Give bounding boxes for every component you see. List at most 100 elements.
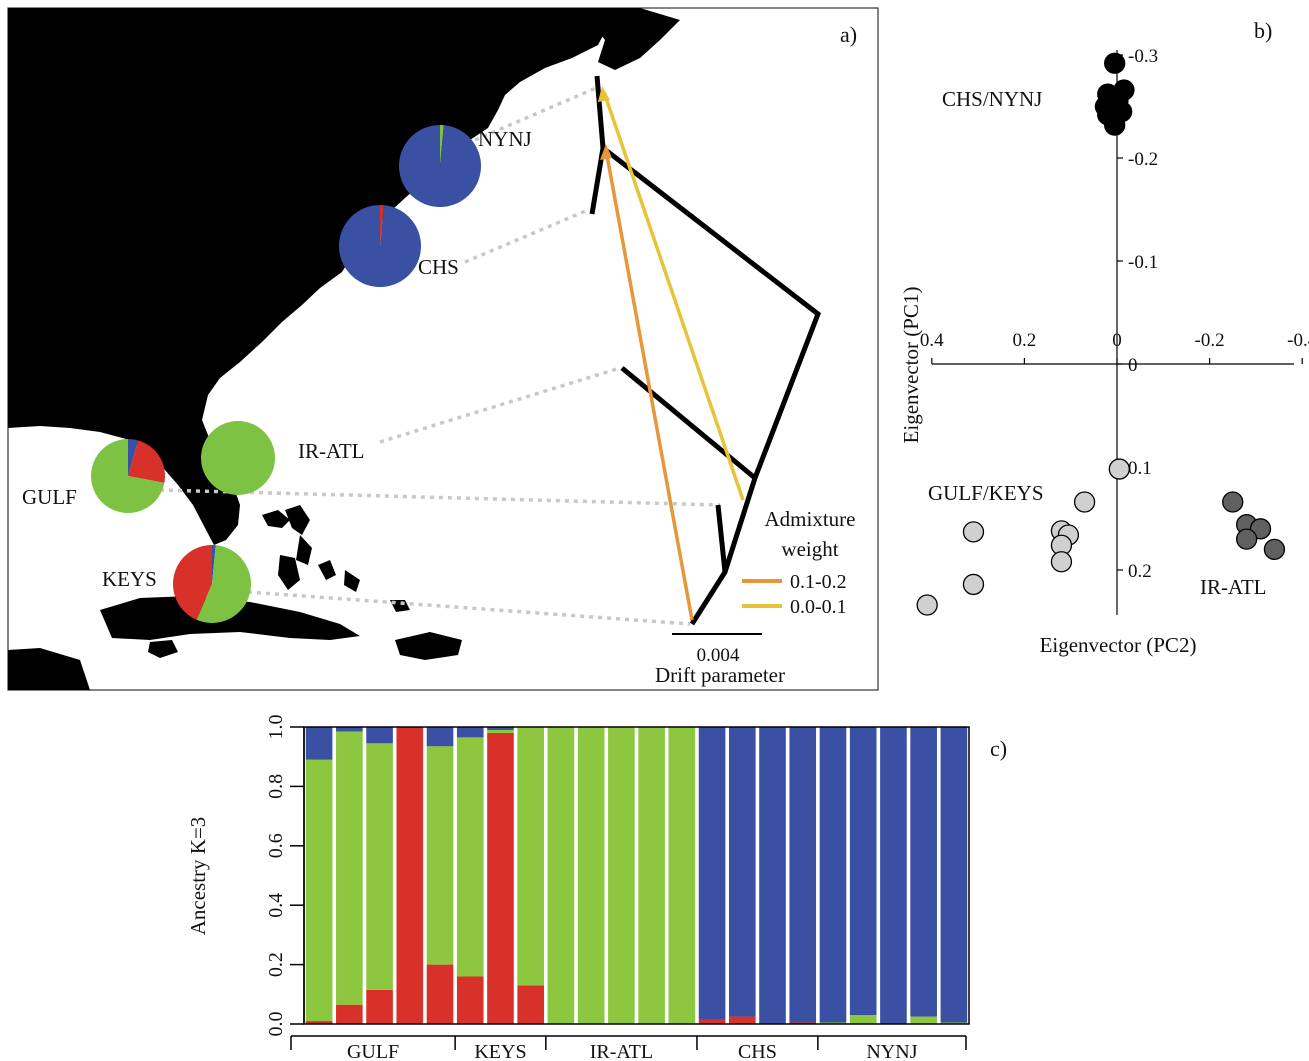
pie-slice-blue [399,125,481,207]
ancestry-group-label: NYNJ [866,1041,917,1061]
pca-point [1108,458,1130,480]
ancestry-bar-segment-blue [487,727,514,730]
ancestry-bars [305,727,968,1024]
legend-title-line1: Admixture [765,507,856,531]
ancestry-bar-segment-green [456,737,484,977]
pop-label-nynj: NYNJ [478,127,532,151]
pca-y-tick-label: -0.3 [1128,46,1158,67]
drift-tree [589,75,822,626]
drift-scale-label: Drift parameter [655,663,785,687]
pie-slice-red [173,545,212,620]
ancestry-bar-segment-green [849,1015,877,1024]
panel-label-a: a) [840,22,857,47]
pie-gulf [91,439,166,513]
ancestry-y-tick-label: 0.4 [265,893,287,918]
ancestry-bar-segment-blue [819,727,847,1023]
pca-panel: b) 0.4 0.2 0 -0.2 -0.4 -0.3 -0.2 -0.1 0 0.1 0.2 C… [899,18,1309,657]
pie-slice-blue [128,439,139,476]
pie-slice-green [91,439,165,513]
ancestry-group-label: IR-ATL [590,1041,653,1061]
pop-label-chs: CHS [418,255,459,279]
pca-point [1073,491,1096,513]
ancestry-bar-segment-blue [305,727,333,760]
admixture-legend: Admixture weight 0.1-0.2 0.0-0.1 [742,507,855,618]
ancestry-bar-segment-blue [698,727,726,1020]
ancestry-y-ticks: 0.0 0.2 0.4 0.6 0.8 1.0 [265,715,305,1037]
panel-label-c: c) [990,736,1007,761]
pie-chs [339,205,421,287]
ancestry-bar-segment-green [608,727,635,1024]
ancestry-bar-segment-red [487,732,514,1024]
drift-scale-value: 0.004 [697,645,740,666]
legend-label-low: 0.0-0.1 [790,596,847,618]
pca-point [1263,538,1286,561]
ancestry-bar-segment-green [910,1016,937,1024]
ancestry-bar-segment-red [366,989,393,1024]
ancestry-ylabel: Ancestry K=3 [186,817,210,936]
pie-slice-red [128,440,166,483]
pie-slice-green [440,125,444,166]
pca-x-tick-label: -0.4 [1287,330,1309,351]
pca-point [1050,551,1073,573]
pca-group-label-chsnynj: CHS/NYNJ [942,87,1042,111]
panel-label-b: b) [1254,18,1272,43]
ancestry-bar-segment-red [517,985,545,1024]
ancestry-y-tick-label: 0.0 [265,1012,287,1037]
ancestry-bar-segment-red [456,976,484,1024]
ancestry-bar-segment-blue [426,727,454,747]
ancestry-bar-segment-blue [336,727,363,732]
pca-y-tick-label: -0.2 [1128,149,1158,170]
jamaica-land [148,640,178,658]
ancestry-bar-segment-red [728,1016,756,1024]
ancestry-bar-segment-red [698,1019,726,1024]
ancestry-bar-segment-green [336,731,363,1005]
ancestry-bar-segment-green [305,759,333,1022]
pie-slice-red [380,205,384,246]
ancestry-bar-segment-green [638,727,665,1024]
pie-slice-green [201,421,275,495]
map-panel: NYNJ CHS IR-ATL GULF KEYS Admixture weig… [7,7,879,691]
central-america-land [8,648,90,690]
ancestry-bar-segment-blue [366,727,393,744]
ancestry-y-tick-label: 0.8 [265,774,287,799]
pie-slice-blue [212,545,216,584]
pca-x-tick-label: 0.2 [1013,330,1037,351]
ancestry-group-axis: GULF KEYS IR-ATL CHS NYNJ [290,1035,967,1061]
ancestry-bar-segment-green [668,727,696,1024]
ancestry-bar-segment-blue [849,727,877,1016]
migration-edges [598,86,745,621]
ancestry-bar-segment-green [547,727,575,1024]
ancestry-group-label: GULF [347,1041,399,1061]
pca-point [1104,52,1126,74]
ancestry-bar-segment-blue [759,727,786,1024]
pca-y-tick-label: 0 [1128,355,1138,376]
pca-xlabel: Eigenvector (PC2) [1040,633,1197,657]
nova-scotia-land [580,8,680,70]
ancestry-bar-segment-green [577,727,605,1024]
pca-x-tick-label: 0 [1112,330,1122,351]
ancestry-bar-segment-red [396,727,424,1024]
pca-point [962,521,985,543]
pca-y-ticks: -0.3 -0.2 -0.1 0 0.1 0.2 [1117,46,1158,582]
pca-point [1222,491,1244,513]
ancestry-bar-segment-green [366,743,393,990]
pca-y-tick-label: 0.1 [1128,458,1152,479]
ancestry-bar-segment-green [426,746,454,965]
pca-points [916,52,1286,616]
pca-point [1235,528,1258,550]
bahamas-land [262,505,410,612]
ancestry-panel: c) 0.0 0.2 0.4 0.6 0.8 1.0 GULF KEYS IR-ATL CHS N… [186,715,1007,1061]
ancestry-bar-segment-blue [789,727,817,1023]
pca-group-label-gulfkeys: GULF/KEYS [928,481,1044,505]
connector-lines [159,86,721,626]
pop-label-gulf: GULF [22,485,77,509]
ancestry-bar-segment-blue [940,727,968,1023]
pca-point [916,594,938,616]
pca-x-tick-label: 0.4 [920,330,944,351]
ancestry-bar-segment-green [517,727,545,986]
pca-y-tick-label: 0.2 [1128,561,1152,582]
pie-ir-atl [201,421,275,495]
pop-label-iratl: IR-ATL [298,439,365,463]
pie-slice-green [196,545,252,623]
